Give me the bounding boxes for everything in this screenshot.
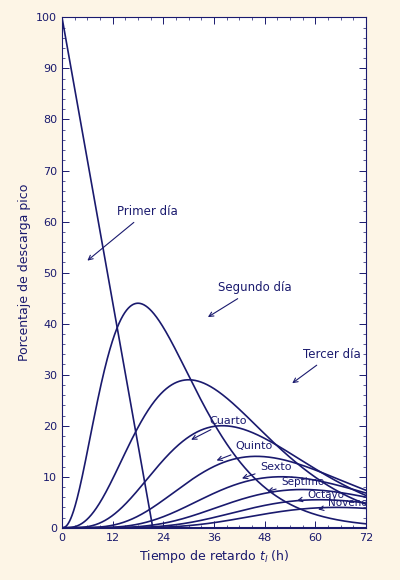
Text: Cuarto: Cuarto [192,416,247,439]
X-axis label: Tiempo de retardo $t_l$ (h): Tiempo de retardo $t_l$ (h) [139,548,289,566]
Y-axis label: Porcentaje de descarga pico: Porcentaje de descarga pico [18,184,30,361]
Text: Séptimo: Séptimo [268,477,325,492]
Text: Primer día: Primer día [88,205,178,260]
Text: Noveno: Noveno [319,498,368,510]
Text: Octavo: Octavo [298,490,344,502]
Text: Tercer día: Tercer día [293,348,360,382]
Text: Sexto: Sexto [243,462,292,478]
Text: Quinto: Quinto [218,441,272,461]
Text: Segundo día: Segundo día [209,281,292,317]
